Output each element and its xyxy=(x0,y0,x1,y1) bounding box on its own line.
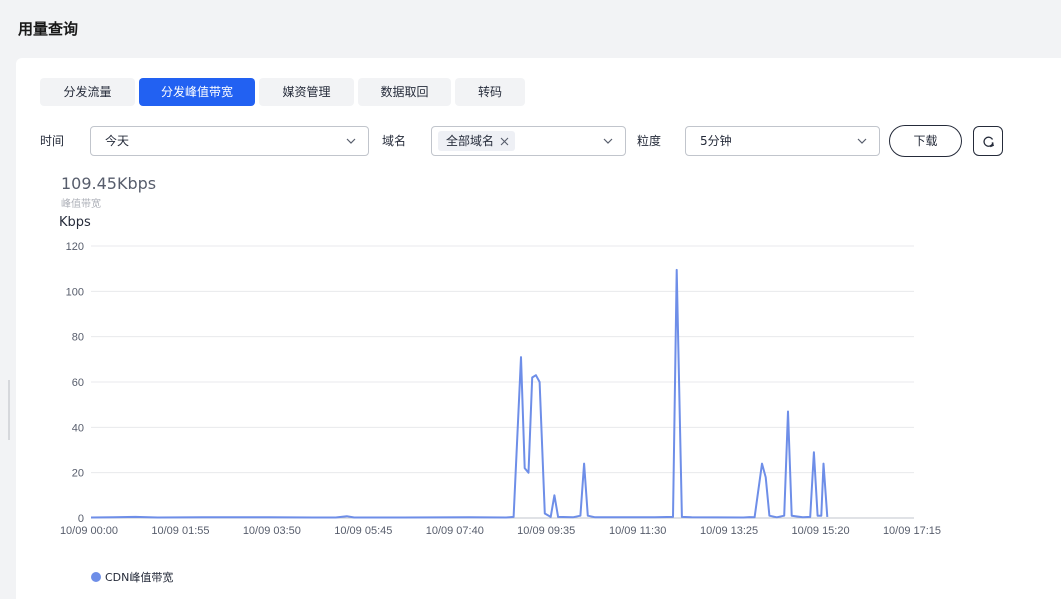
refresh-icon xyxy=(983,136,995,148)
close-icon[interactable] xyxy=(500,137,509,146)
legend-item[interactable]: CDN峰值带宽 xyxy=(91,569,173,585)
x-tick-label: 10/09 09:35 xyxy=(517,525,575,537)
y-tick-label: 20 xyxy=(72,468,84,480)
tab-transcode[interactable]: 转码 xyxy=(455,78,525,106)
page-title: 用量查询 xyxy=(18,20,79,38)
download-button[interactable]: 下载 xyxy=(889,125,962,157)
y-tick-label: 60 xyxy=(72,377,84,389)
x-tick-label: 10/09 03:50 xyxy=(243,525,301,537)
granularity-label: 粒度 xyxy=(637,134,662,148)
x-tick-label: 10/09 15:20 xyxy=(791,525,849,537)
bandwidth-line-chart: 0 20 40 60 80 100 120 10/09 00:00 10/09 01:55 10/… xyxy=(60,241,941,537)
domain-tag: 全部域名 xyxy=(438,131,516,151)
tab-bar: 分发流量 分发峰值带宽 媒资管理 数据取回 转码 xyxy=(40,78,525,106)
peak-bandwidth-value: 109.45Kbps xyxy=(61,174,157,193)
y-tick-label: 40 xyxy=(72,422,84,434)
time-select-value: 今天 xyxy=(105,134,130,148)
y-tick-label: 0 xyxy=(78,513,84,525)
domain-label: 域名 xyxy=(382,134,407,148)
domain-select[interactable]: 全部域名 xyxy=(431,126,626,156)
x-tick-label: 10/09 01:55 xyxy=(151,525,209,537)
x-tick-label: 10/09 11:30 xyxy=(609,525,666,537)
x-tick-label: 10/09 05:45 xyxy=(334,525,392,537)
scroll-indicator xyxy=(8,380,10,440)
tab-distribution-traffic[interactable]: 分发流量 xyxy=(40,78,135,106)
peak-bandwidth-label: 峰值带宽 xyxy=(61,199,101,210)
y-tick-label: 120 xyxy=(66,241,84,253)
chevron-down-icon xyxy=(346,138,356,144)
granularity-select[interactable]: 5分钟 xyxy=(685,126,880,156)
time-label: 时间 xyxy=(40,134,65,148)
x-tick-label: 10/09 00:00 xyxy=(60,525,118,537)
refresh-button[interactable] xyxy=(973,126,1003,156)
domain-tag-label: 全部域名 xyxy=(446,134,495,148)
series-line xyxy=(90,268,829,519)
filter-bar: 时间 今天 域名 全部域名 粒度 5分钟 下载 xyxy=(16,125,1061,157)
usage-card: 分发流量 分发峰值带宽 媒资管理 数据取回 转码 时间 今天 域名 全部域名 粒… xyxy=(16,58,1061,599)
x-tick-label: 10/09 07:40 xyxy=(426,525,484,537)
tab-peak-bandwidth[interactable]: 分发峰值带宽 xyxy=(139,78,255,106)
y-tick-label: 80 xyxy=(72,332,84,344)
tab-data-retrieval[interactable]: 数据取回 xyxy=(358,78,451,106)
chevron-down-icon xyxy=(857,138,867,144)
legend-swatch xyxy=(91,572,101,582)
legend-label: CDN峰值带宽 xyxy=(105,571,174,584)
chevron-down-icon xyxy=(603,138,613,144)
y-tick-label: 100 xyxy=(66,286,84,298)
tab-media-management[interactable]: 媒资管理 xyxy=(259,78,354,106)
x-tick-label: 10/09 13:25 xyxy=(700,525,758,537)
y-axis-unit: Kbps xyxy=(59,215,91,230)
x-tick-label: 10/09 17:15 xyxy=(883,525,941,537)
time-select[interactable]: 今天 xyxy=(90,126,369,156)
granularity-select-value: 5分钟 xyxy=(700,134,732,148)
